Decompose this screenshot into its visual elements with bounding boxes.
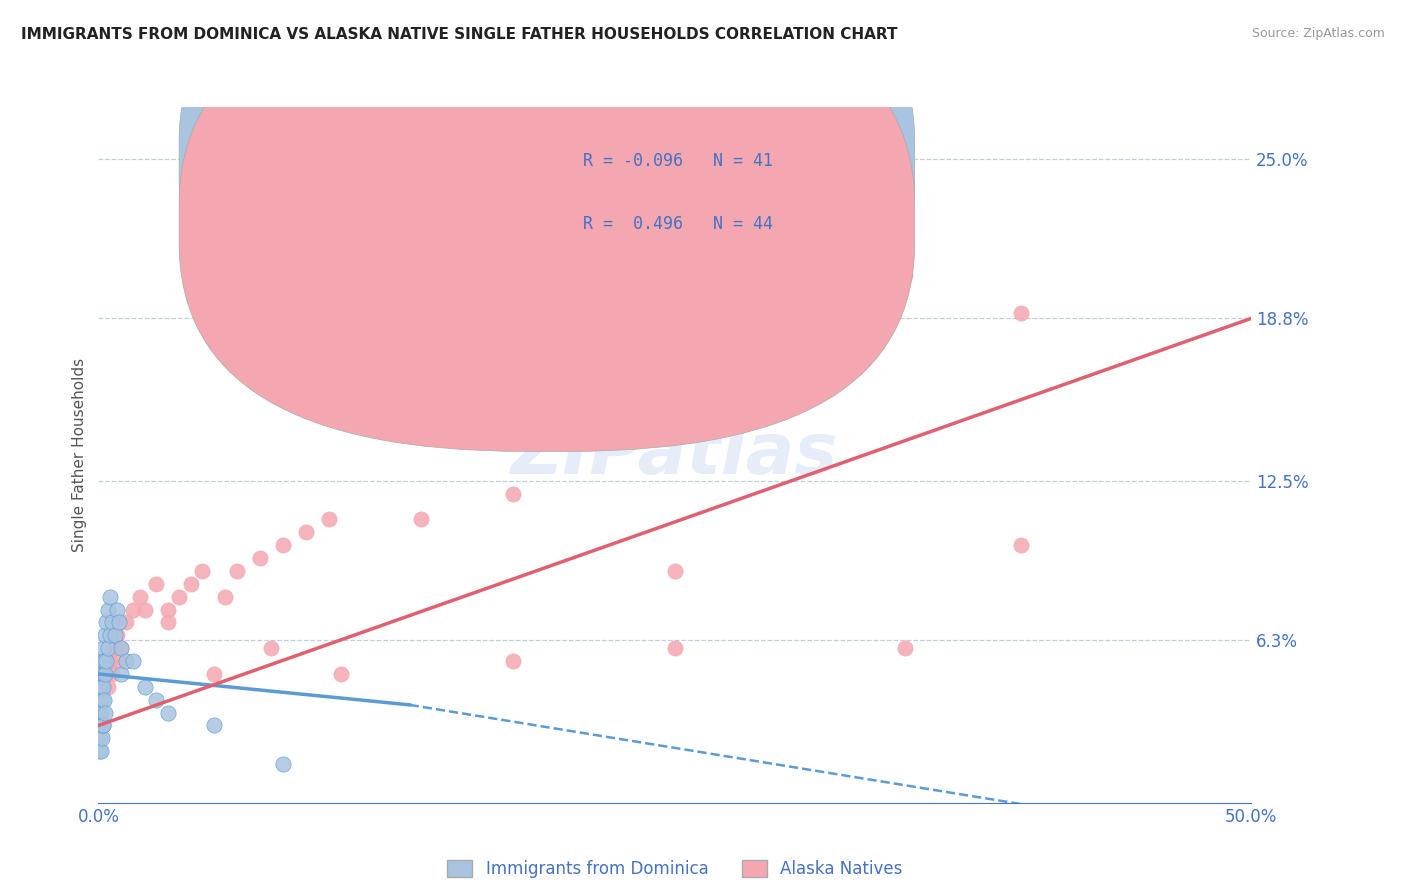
Point <box>129 590 152 604</box>
Point <box>90 680 112 694</box>
Point <box>98 654 121 668</box>
Point <box>894 268 917 282</box>
Point <box>145 576 167 591</box>
Point <box>90 667 112 681</box>
Point <box>122 602 145 616</box>
Bar <box>513 135 883 264</box>
Point <box>101 615 124 630</box>
Point <box>1010 538 1032 552</box>
Point <box>91 680 114 694</box>
Point <box>93 654 115 668</box>
Point <box>115 654 138 668</box>
Point <box>710 396 733 410</box>
Point <box>271 538 294 552</box>
Point <box>90 654 112 668</box>
Point <box>664 641 686 656</box>
Point <box>103 628 125 642</box>
Point <box>90 692 112 706</box>
FancyBboxPatch shape <box>179 0 915 451</box>
Point <box>433 164 456 178</box>
Point <box>502 486 524 500</box>
Point <box>329 667 352 681</box>
Point <box>91 641 114 656</box>
Point <box>145 692 167 706</box>
Point <box>98 628 121 642</box>
Point <box>94 667 117 681</box>
Point <box>502 654 524 668</box>
Point <box>214 590 236 604</box>
Point <box>894 641 917 656</box>
Point <box>101 667 124 681</box>
Point <box>98 590 121 604</box>
Text: R = -0.096   N = 41: R = -0.096 N = 41 <box>582 153 773 170</box>
Point <box>91 718 114 732</box>
Point <box>134 680 156 694</box>
Point <box>91 718 114 732</box>
Point <box>90 718 112 732</box>
Point <box>318 512 340 526</box>
Point <box>167 590 190 604</box>
Point <box>91 667 114 681</box>
Point <box>202 718 225 732</box>
Point <box>108 615 131 630</box>
FancyBboxPatch shape <box>179 0 915 389</box>
Point <box>260 641 283 656</box>
Point <box>595 422 617 436</box>
Point <box>97 641 120 656</box>
Point <box>105 602 128 616</box>
Point <box>110 641 132 656</box>
Point <box>202 667 225 681</box>
Point <box>89 731 111 746</box>
Point <box>411 512 433 526</box>
Point <box>295 525 318 540</box>
Point <box>97 602 120 616</box>
Y-axis label: Single Father Households: Single Father Households <box>72 358 87 552</box>
Point <box>89 706 111 720</box>
Point <box>90 744 112 758</box>
Point <box>93 692 115 706</box>
Point <box>108 654 131 668</box>
Text: ZIPatlas: ZIPatlas <box>512 420 838 490</box>
Point <box>191 564 214 578</box>
Point <box>94 628 117 642</box>
Text: R =  0.496   N = 44: R = 0.496 N = 44 <box>582 215 773 233</box>
Point <box>271 757 294 772</box>
Point <box>122 654 145 668</box>
Point <box>91 718 114 732</box>
Point <box>364 216 387 230</box>
Point <box>115 615 138 630</box>
Point <box>105 628 128 642</box>
Legend: Immigrants from Dominica, Alaska Natives: Immigrants from Dominica, Alaska Natives <box>440 854 910 885</box>
Point <box>94 706 117 720</box>
Point <box>96 615 118 630</box>
Point <box>156 706 179 720</box>
Point <box>97 680 120 694</box>
Point <box>548 435 571 450</box>
Point <box>94 667 117 681</box>
Point <box>249 551 271 566</box>
Point <box>225 564 247 578</box>
Point <box>156 602 179 616</box>
Point <box>134 602 156 616</box>
Text: Source: ZipAtlas.com: Source: ZipAtlas.com <box>1251 27 1385 40</box>
Point <box>180 576 202 591</box>
Point <box>90 706 112 720</box>
Point <box>89 692 111 706</box>
Point <box>779 344 801 359</box>
Point <box>103 641 125 656</box>
Point <box>89 744 111 758</box>
Point <box>664 564 686 578</box>
Point <box>96 654 118 668</box>
Point <box>110 667 132 681</box>
Point <box>110 641 132 656</box>
Text: IMMIGRANTS FROM DOMINICA VS ALASKA NATIVE SINGLE FATHER HOUSEHOLDS CORRELATION C: IMMIGRANTS FROM DOMINICA VS ALASKA NATIV… <box>21 27 897 42</box>
Point <box>90 692 112 706</box>
Point <box>90 731 112 746</box>
Point <box>156 615 179 630</box>
Point <box>1010 306 1032 320</box>
